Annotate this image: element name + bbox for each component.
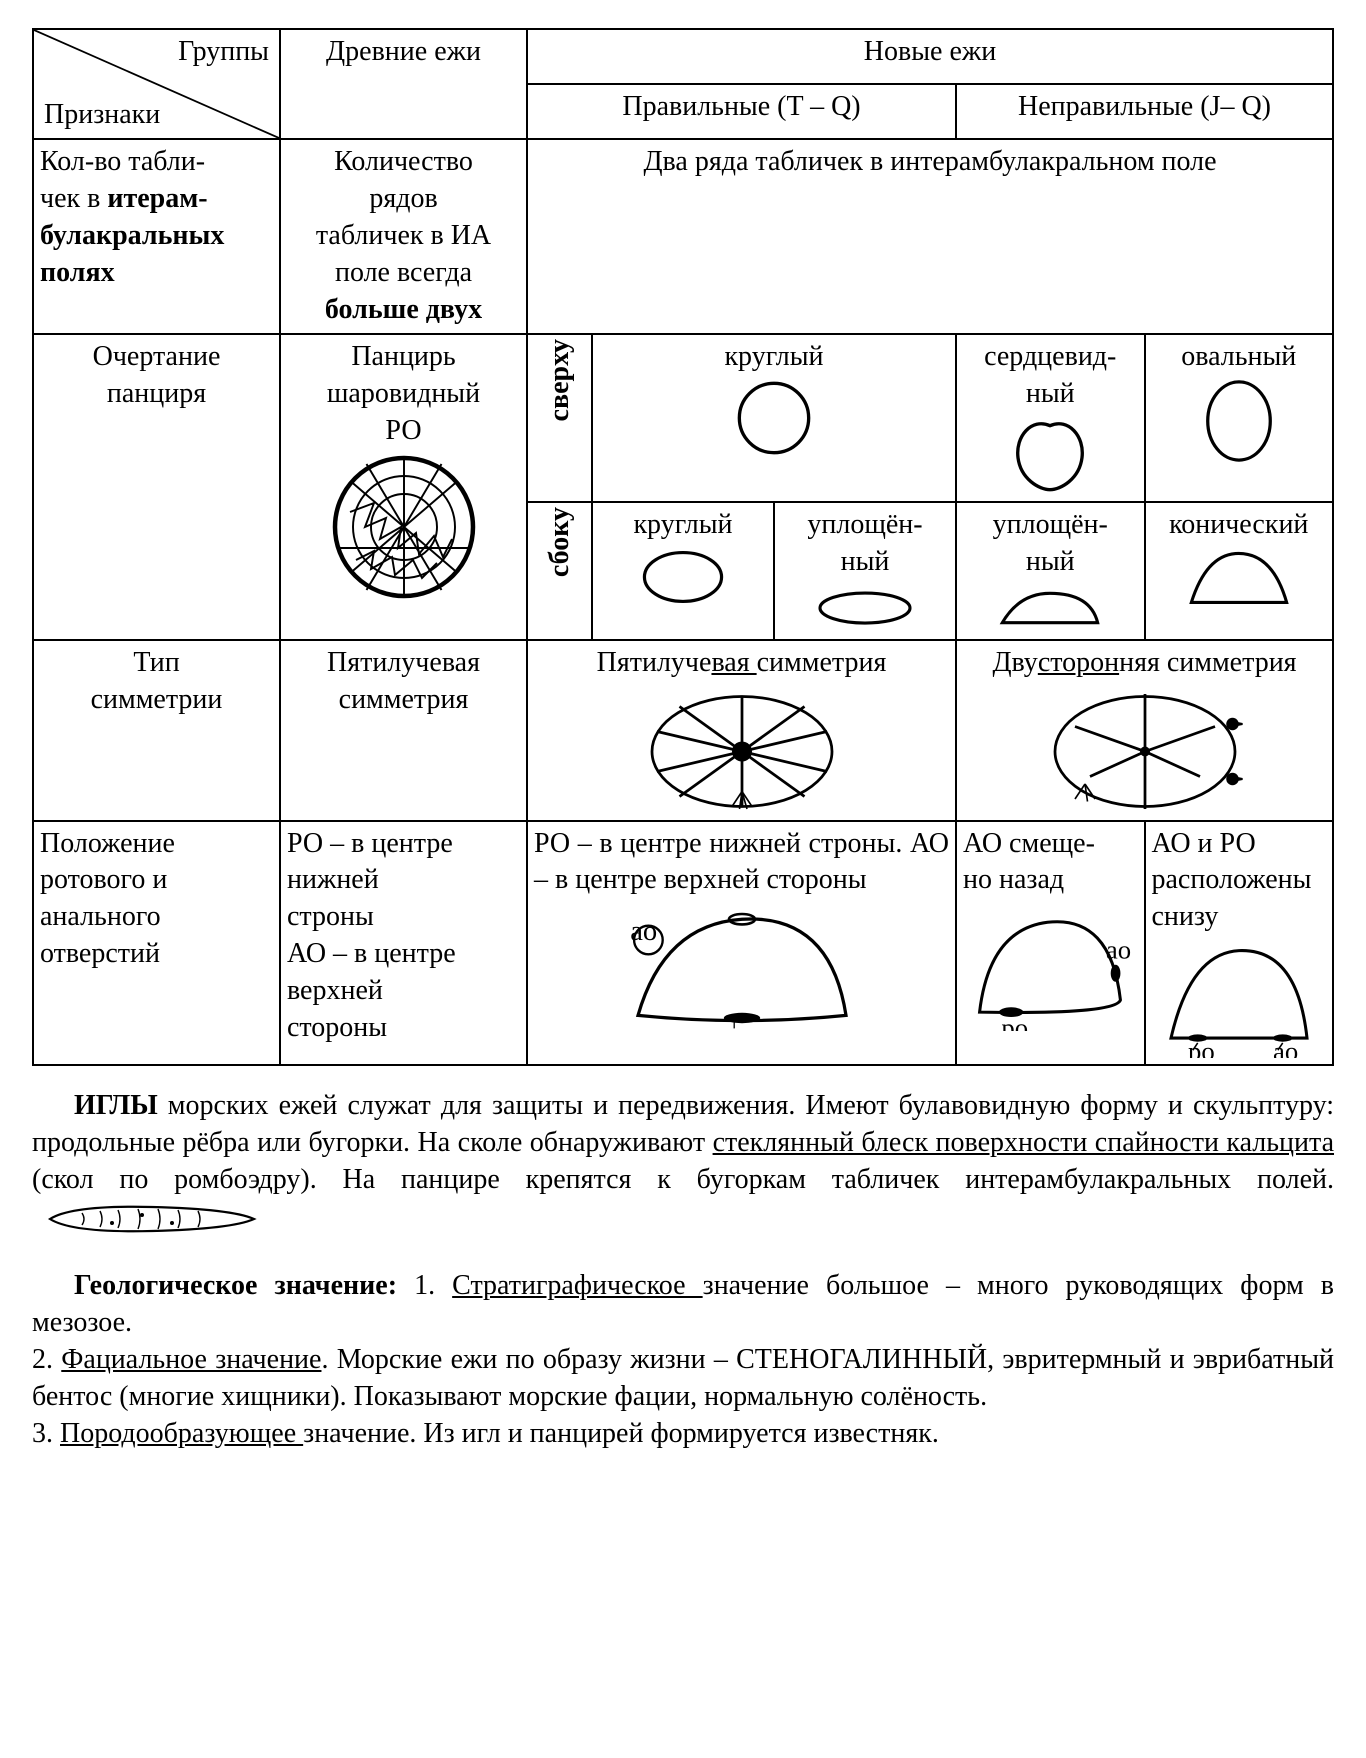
- shape-top-round: круглый: [592, 334, 956, 502]
- row-openings: Положениеротового ианальногоотверстий РО…: [33, 821, 1333, 1066]
- diagonal-header-cell: Группы Признаки: [33, 29, 280, 139]
- irr2-openings-icon: ро ао: [1154, 938, 1324, 1058]
- row-symmetry-regular: Пятилучевая симметрия: [527, 640, 956, 821]
- header-traits: Признаки: [44, 97, 160, 134]
- row-symmetry: Типсимметрии Пятилучевая симметрия Пятил…: [33, 640, 1333, 821]
- paragraph-geo-2: 2. Фациальное значение. Морские ежи по о…: [32, 1342, 1334, 1416]
- shape-side-flat1: уплощён-ный: [774, 502, 956, 640]
- flat2-side-icon: [995, 583, 1105, 633]
- svg-text:ао: ао: [1106, 935, 1131, 965]
- side-side-label: сбоку: [527, 502, 592, 640]
- row-symmetry-irregular: Двусторонняя симметрия: [956, 640, 1333, 821]
- comparison-table: Группы Признаки Древние ежи Новые ежи Пр…: [32, 28, 1334, 1066]
- side-top-label: сверху: [527, 334, 592, 502]
- shape-side-flat2: уплощён-ный: [956, 502, 1145, 640]
- row-openings-irr2: АО и РОрасположеныснизу ро ао: [1145, 821, 1334, 1066]
- shape-side-conical: конический: [1145, 502, 1334, 640]
- col-new: Новые ежи: [527, 29, 1333, 84]
- ancient-shell-icon: [329, 452, 479, 602]
- row-plates: Кол-во табли-чек в итерам-булакральныхпо…: [33, 139, 1333, 334]
- oval-top-icon: [1199, 378, 1279, 464]
- row-openings-ancient: РО – в центренижнейстроныАО – в центреве…: [280, 821, 527, 1066]
- col-regular: Правильные (T – Q): [527, 84, 956, 139]
- row-symmetry-ancient: Пятилучевая симметрия: [280, 640, 527, 821]
- paragraph-geo-1: Геологическое значение: 1. Стратиграфиче…: [32, 1268, 1334, 1342]
- regular-openings-icon: ао ро: [612, 901, 872, 1031]
- row-shape-label: Очертаниепанциря: [33, 334, 280, 640]
- circle-top-icon: [734, 378, 814, 458]
- row-plates-new: Два ряда табличек в интерамбулакральном …: [527, 139, 1333, 334]
- row-openings-label: Положениеротового ианальногоотверстий: [33, 821, 280, 1066]
- paragraph-spines: ИГЛЫ морских ежей служат для защиты и пе…: [32, 1088, 1334, 1246]
- row-shape-top: Очертаниепанциря ПанцирьшаровидныйРО: [33, 334, 1333, 502]
- shape-side-round: круглый: [592, 502, 774, 640]
- row-plates-label: Кол-во табли-чек в итерам-булакральныхпо…: [33, 139, 280, 334]
- row-plates-ancient: Количестворядовтабличек в ИАполе всегдаб…: [280, 139, 527, 334]
- conical-side-icon: [1184, 546, 1294, 610]
- row-shape-ancient: ПанцирьшаровидныйРО: [280, 334, 527, 640]
- col-ancient: Древние ежи: [280, 29, 527, 139]
- shape-top-heart: сердцевид-ный: [956, 334, 1145, 502]
- header-groups: Группы: [178, 34, 269, 71]
- svg-text:ро: ро: [1002, 1013, 1029, 1032]
- row-symmetry-label: Типсимметрии: [33, 640, 280, 821]
- shape-top-oval: овальный: [1145, 334, 1334, 502]
- heart-top-icon: [1010, 415, 1090, 495]
- spine-icon: [42, 1199, 262, 1239]
- svg-text:ро: ро: [1188, 1036, 1215, 1058]
- round-side-icon: [638, 546, 728, 608]
- col-irregular: Неправильные (J– Q): [956, 84, 1333, 139]
- flat1-side-icon: [815, 583, 915, 633]
- paragraph-geo-3: 3. Породообразующее значение. Из игл и п…: [32, 1416, 1334, 1453]
- row-openings-irr1: АО смеще-но назад ро ао: [956, 821, 1145, 1066]
- row-openings-regular: РО – в центре нижней строны. АО – в цент…: [527, 821, 956, 1066]
- irr1-openings-icon: ро ао: [965, 901, 1135, 1031]
- svg-text:ао: ао: [1273, 1036, 1298, 1058]
- pentaradial-icon: [642, 684, 842, 814]
- bilateral-icon: [1045, 684, 1245, 814]
